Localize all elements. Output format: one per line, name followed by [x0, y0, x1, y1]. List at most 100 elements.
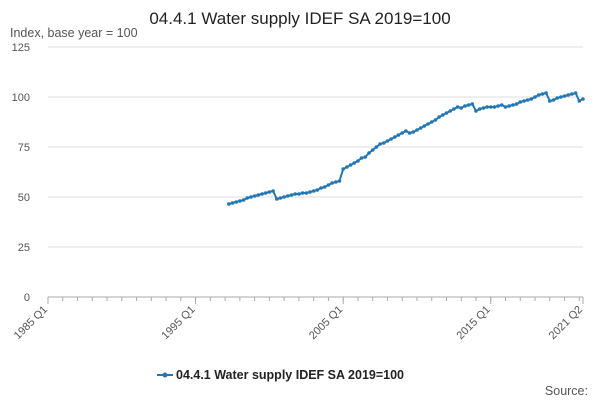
data-point	[433, 118, 438, 122]
data-point	[448, 109, 453, 113]
data-point	[300, 191, 305, 195]
x-tick-label: 2015 Q1	[455, 304, 493, 342]
legend[interactable]: 04.4.1 Water supply IDEF SA 2019=100	[157, 368, 404, 382]
data-point	[533, 95, 537, 99]
data-point	[570, 92, 574, 96]
data-point	[370, 148, 375, 152]
legend-swatch-marker	[162, 372, 168, 378]
data-point	[260, 192, 264, 196]
data-point	[418, 126, 423, 130]
data-point	[275, 197, 279, 201]
data-point	[522, 99, 526, 103]
data-point	[404, 129, 408, 133]
data-point	[577, 99, 582, 103]
data-point	[389, 137, 393, 141]
data-point	[359, 156, 364, 160]
data-point	[573, 91, 578, 95]
data-point	[363, 155, 368, 159]
data-point	[536, 93, 541, 97]
data-point	[489, 105, 493, 109]
data-point	[441, 113, 445, 117]
data-point	[540, 92, 545, 96]
data-point	[278, 196, 283, 200]
data-point	[477, 107, 482, 111]
data-point	[393, 135, 397, 139]
data-point	[311, 189, 316, 193]
data-point	[319, 186, 323, 190]
data-point	[286, 194, 290, 198]
data-point	[437, 115, 441, 119]
data-point	[330, 181, 334, 185]
data-point	[455, 105, 460, 109]
data-point	[485, 105, 489, 109]
data-point	[566, 93, 570, 97]
data-point	[548, 99, 552, 103]
data-point	[249, 195, 253, 199]
data-point	[514, 102, 519, 106]
data-point	[407, 131, 412, 135]
data-point	[227, 202, 231, 206]
data-point	[411, 130, 416, 134]
data-point	[341, 167, 346, 171]
data-point	[400, 131, 405, 135]
data-point	[241, 198, 246, 202]
data-point	[470, 102, 475, 106]
data-point	[559, 95, 563, 99]
data-point	[496, 104, 500, 108]
x-axis-ticks: 1985 Q1 1995 Q1 2005 Q1 2015 Q1 2021 Q2	[12, 297, 585, 342]
data-point	[356, 159, 360, 163]
data-point	[518, 100, 523, 104]
data-point	[252, 194, 257, 198]
source-label: Source:	[545, 384, 588, 398]
data-point	[378, 142, 382, 146]
y-tick-label: 100	[12, 92, 30, 104]
data-point	[245, 196, 249, 200]
data-point	[422, 124, 427, 128]
data-point	[551, 98, 556, 102]
data-point	[308, 190, 312, 194]
data-point	[544, 91, 548, 95]
data-point	[529, 97, 534, 101]
y-axis-ticks: 0 25 50 75 100 125	[12, 42, 30, 304]
data-point	[396, 133, 401, 137]
x-tick-label: 2005 Q1	[307, 304, 345, 342]
data-point	[466, 103, 471, 107]
data-point	[282, 195, 286, 199]
data-point	[352, 161, 357, 165]
data-point	[385, 139, 390, 143]
data-point	[555, 96, 559, 100]
y-axis-label: Index, base year = 100	[10, 26, 138, 40]
data-point	[507, 104, 512, 108]
x-tick-label: 1995 Q1	[159, 304, 197, 342]
data-point	[293, 192, 298, 196]
data-point	[348, 163, 353, 167]
data-point	[297, 192, 301, 196]
data-point	[256, 193, 261, 197]
y-tick-label: 0	[24, 292, 30, 304]
data-point	[429, 120, 434, 124]
data-point	[315, 188, 320, 192]
legend-label: 04.4.1 Water supply IDEF SA 2019=100	[176, 368, 404, 382]
data-point	[481, 106, 486, 110]
data-point	[367, 151, 371, 155]
data-point	[263, 191, 268, 195]
data-point	[326, 183, 331, 187]
data-point	[267, 190, 272, 194]
data-point	[322, 185, 327, 189]
x-tick-label: 2021 Q2	[547, 304, 585, 342]
data-point	[271, 189, 275, 193]
data-point	[334, 180, 338, 184]
data-point	[500, 103, 504, 107]
y-tick-label: 125	[12, 42, 30, 54]
gridlines	[48, 46, 583, 248]
y-tick-label: 75	[18, 142, 30, 154]
data-point	[503, 105, 508, 109]
data-point	[415, 128, 419, 132]
data-point	[562, 94, 567, 98]
series-line	[228, 92, 584, 205]
x-tick-label: 1985 Q1	[12, 304, 50, 342]
data-point	[452, 107, 456, 111]
data-point	[463, 104, 467, 108]
series-group	[227, 91, 585, 206]
